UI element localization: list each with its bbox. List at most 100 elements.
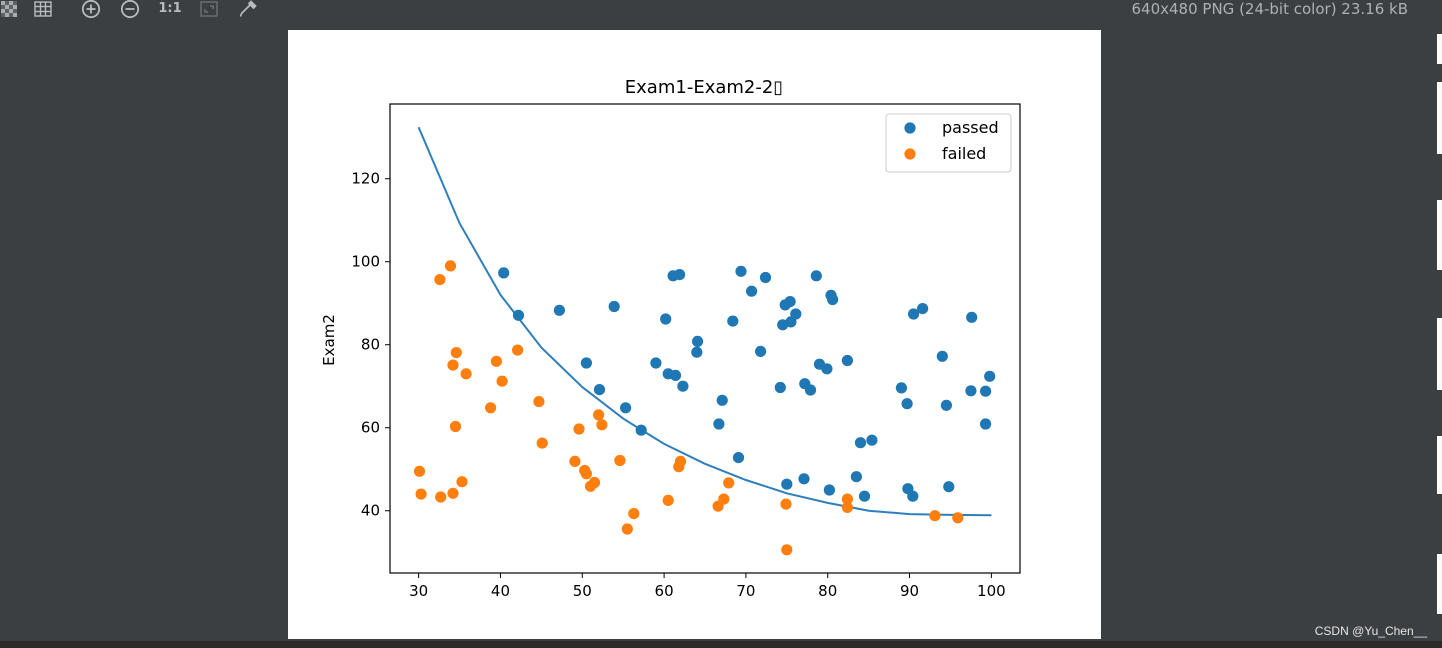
y-axis-label: Exam2 — [320, 314, 338, 366]
checkerboard-icon[interactable] — [0, 0, 18, 18]
y-tick-label: 100 — [351, 253, 380, 271]
y-tick-label: 80 — [361, 336, 380, 354]
point-passed — [732, 452, 745, 464]
fit-icon[interactable] — [198, 0, 220, 18]
chart-title: Exam1-Exam2-2▯ — [625, 77, 783, 98]
actual-size-icon[interactable]: 1:1 — [158, 1, 182, 16]
point-passed — [580, 357, 592, 369]
point-passed — [746, 285, 758, 297]
point-failed — [628, 508, 640, 520]
point-failed — [841, 493, 854, 505]
point-failed — [444, 260, 457, 272]
point-passed — [841, 354, 854, 367]
point-passed — [966, 311, 978, 323]
point-passed — [895, 382, 908, 394]
point-failed — [450, 347, 462, 359]
x-tick-label: 50 — [573, 582, 592, 600]
point-failed — [536, 437, 548, 449]
point-passed — [553, 304, 565, 316]
point-failed — [614, 454, 626, 467]
x-tick-label: 100 — [977, 582, 1006, 600]
point-passed — [907, 490, 919, 502]
x-tick-label: 30 — [409, 582, 428, 600]
legend-marker-passed — [904, 122, 916, 134]
point-passed — [593, 384, 606, 396]
point-passed — [691, 346, 703, 358]
point-passed — [943, 481, 955, 493]
point-passed — [669, 369, 682, 381]
legend-label-passed: passed — [942, 118, 999, 137]
point-passed — [774, 381, 786, 394]
point-passed — [940, 399, 953, 411]
point-failed — [723, 477, 735, 489]
point-passed — [850, 471, 863, 483]
y-tick-label: 60 — [361, 419, 380, 437]
point-passed — [620, 402, 632, 414]
point-passed — [980, 385, 992, 397]
point-passed — [908, 308, 920, 320]
point-passed — [798, 473, 810, 485]
point-failed — [621, 523, 633, 535]
point-passed — [498, 267, 510, 279]
legend-box — [885, 113, 1012, 173]
point-failed — [952, 512, 964, 524]
point-failed — [460, 368, 472, 380]
point-failed — [533, 396, 545, 408]
point-passed — [784, 296, 796, 308]
image-viewer-toolbar: 1:1 640x480 PNG (24-bit color) 23.16 kB — [0, 0, 1442, 20]
point-passed — [827, 293, 839, 306]
point-passed — [901, 398, 913, 410]
point-failed — [512, 344, 524, 356]
point-failed — [841, 501, 854, 513]
legend-marker-failed — [904, 148, 916, 160]
point-passed — [866, 434, 878, 446]
point-failed — [718, 493, 730, 505]
point-failed — [449, 420, 462, 433]
point-passed — [965, 385, 977, 397]
csdn-watermark: CSDN @Yu_Chen__ — [1314, 624, 1427, 638]
point-passed — [635, 424, 647, 436]
point-failed — [674, 455, 687, 467]
point-failed — [573, 423, 585, 435]
point-failed — [496, 375, 508, 387]
plot-area — [389, 103, 1021, 574]
point-failed — [413, 465, 426, 477]
x-tick-label: 40 — [491, 582, 510, 600]
point-failed — [456, 476, 468, 488]
point-failed — [662, 494, 674, 506]
point-passed — [692, 335, 704, 347]
point-failed — [593, 409, 605, 421]
bottom-strip — [0, 641, 1442, 648]
point-failed — [485, 402, 497, 414]
point-passed — [713, 418, 725, 430]
point-passed — [716, 394, 728, 406]
x-tick-label: 70 — [736, 582, 755, 600]
adjacent-panel-edge — [1437, 34, 1442, 614]
data-points — [413, 260, 996, 556]
point-passed — [759, 271, 772, 284]
point-passed — [980, 418, 992, 430]
point-failed — [588, 476, 601, 489]
point-passed — [810, 270, 822, 282]
zoom-in-icon[interactable] — [80, 0, 102, 19]
color-picker-icon[interactable] — [237, 0, 259, 18]
point-passed — [512, 309, 525, 321]
x-axis-ticks: 30 40 50 60 70 80 90 100 — [409, 573, 1006, 600]
point-passed — [804, 384, 817, 396]
x-tick-label: 80 — [818, 582, 837, 600]
point-passed — [984, 370, 996, 382]
point-passed — [735, 265, 747, 277]
legend: passed failed — [885, 113, 1012, 173]
point-passed — [936, 350, 948, 362]
legend-label-failed: failed — [942, 144, 986, 163]
point-passed — [674, 269, 686, 281]
point-failed — [447, 487, 459, 499]
point-failed — [447, 359, 459, 371]
scatter-chart: Exam1-Exam2-2▯ Exam2 30 40 50 60 70 80 90 100 4… — [320, 77, 1021, 600]
point-passed — [727, 315, 739, 327]
zoom-out-icon[interactable] — [119, 0, 141, 19]
point-failed — [929, 510, 941, 522]
x-tick-label: 90 — [900, 582, 919, 600]
grid-icon[interactable] — [33, 0, 53, 18]
point-passed — [677, 380, 689, 392]
